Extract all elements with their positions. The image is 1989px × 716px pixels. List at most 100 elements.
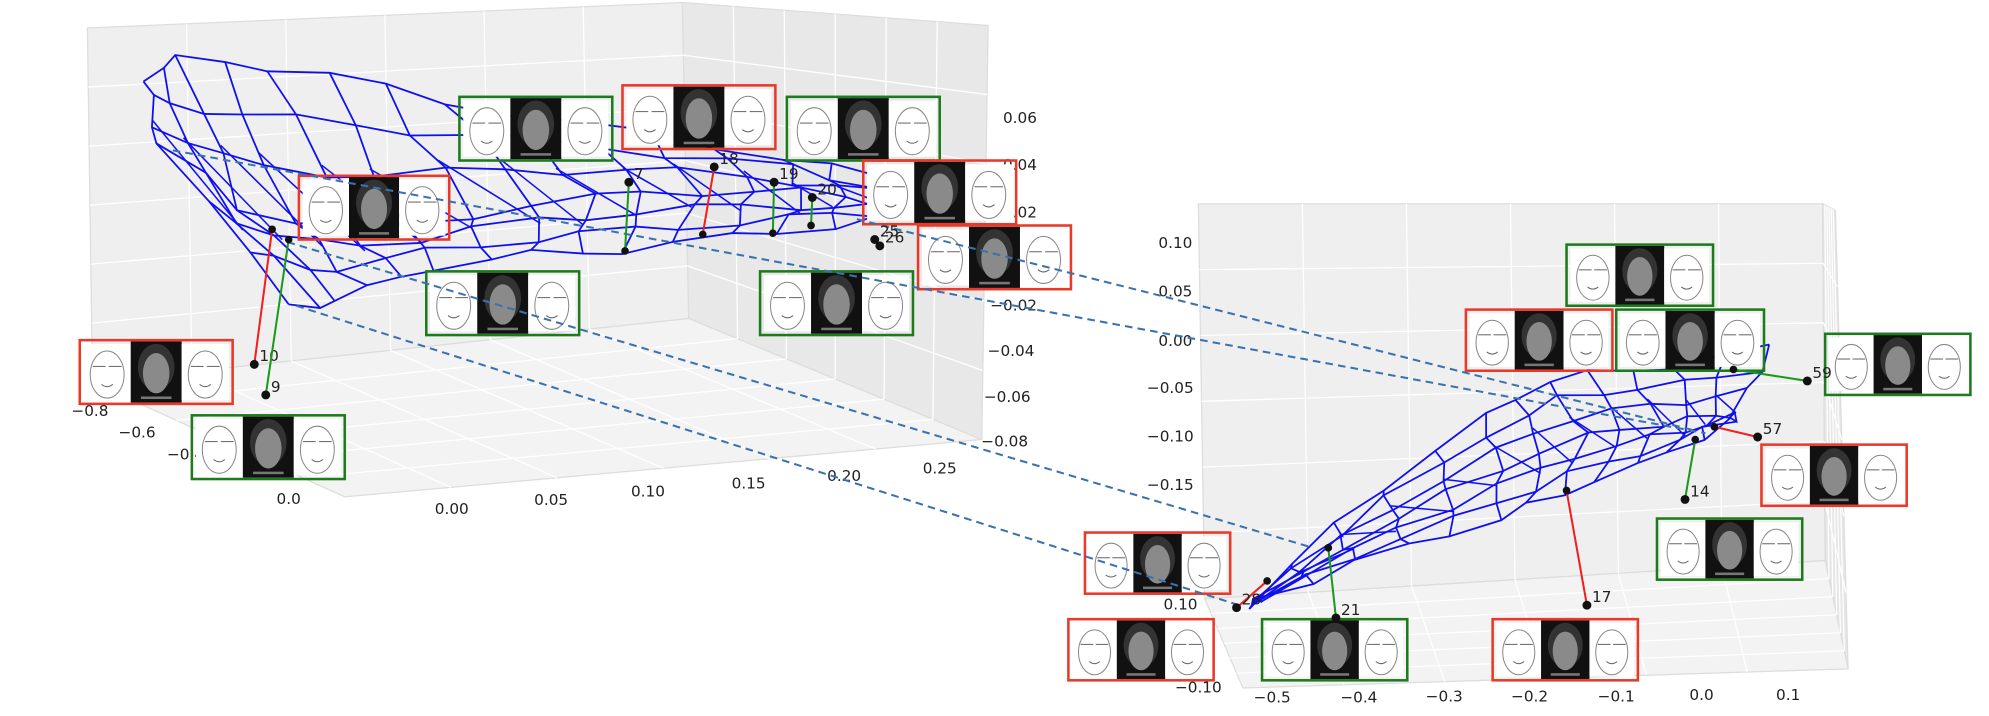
sketch-bg: [463, 100, 511, 157]
face-frame: [425, 270, 581, 337]
sketch-mouth: [199, 383, 212, 388]
sketch-mouth: [1636, 351, 1649, 355]
sketch-bg: [1589, 622, 1635, 677]
face-photo: [130, 341, 182, 403]
face-sketch: [1765, 448, 1810, 502]
sketch-bg: [1921, 337, 1967, 392]
point: [709, 162, 719, 172]
sketch-bg: [1563, 313, 1609, 367]
sketch-outline: [1759, 528, 1793, 575]
point: [807, 193, 817, 202]
point-label: 14: [1690, 482, 1709, 500]
grid-line: [91, 265, 688, 324]
stem: [1684, 439, 1697, 500]
sketch-bg: [1714, 313, 1761, 367]
photo-caption: [979, 281, 1010, 285]
point-label: 9: [271, 378, 281, 396]
mesh-line: [1252, 576, 1302, 605]
sketch-mouth: [982, 204, 995, 208]
photo-face: [1526, 321, 1552, 361]
point: [1232, 603, 1242, 613]
mesh-line: [622, 167, 692, 208]
sketch-bg: [1088, 536, 1134, 590]
sketch-bg: [1019, 229, 1068, 286]
mesh-point: [1263, 577, 1271, 585]
tick-label: −0.10: [1175, 678, 1222, 696]
mesh-line: [1382, 490, 1410, 545]
mesh-line: [1701, 353, 1727, 441]
tick-label: 0.10: [1158, 234, 1192, 252]
face-sketch: [790, 100, 838, 157]
mesh-line: [1333, 522, 1357, 561]
sketch-bg: [724, 89, 772, 146]
stem: [810, 197, 814, 226]
photo-face: [850, 109, 877, 151]
face-frame: [916, 224, 1073, 291]
mesh-line: [1390, 505, 1455, 513]
sketch-mouth: [1198, 574, 1210, 578]
sketch-outline: [1670, 254, 1704, 301]
sketch-mouth: [1770, 560, 1782, 564]
face-photo: [837, 98, 889, 160]
tick-label: 0.0: [1689, 686, 1713, 704]
point: [1680, 494, 1690, 504]
sketch-outline: [534, 281, 570, 330]
sketch-mouth: [1606, 661, 1618, 665]
face-sketch: [430, 275, 478, 332]
photo-face: [142, 353, 170, 394]
point-label: 19: [779, 165, 798, 183]
mesh-line: [1444, 478, 1496, 487]
sketch-outline: [1569, 319, 1603, 366]
face-sketch: [1563, 313, 1609, 367]
sketch-outline: [308, 186, 344, 235]
mesh-point: [621, 247, 629, 255]
point-label: 28: [1242, 591, 1261, 609]
photo-face: [1322, 631, 1348, 671]
face-sketch: [399, 179, 446, 236]
face-photo: [477, 272, 529, 334]
mesh-point: [698, 230, 707, 239]
photo-caption: [1524, 363, 1554, 367]
face-sketch: [1072, 622, 1117, 677]
sketch-bg: [1072, 622, 1117, 677]
sketch-bg: [888, 100, 936, 157]
sketch-mouth: [1513, 661, 1525, 665]
photo-caption: [253, 471, 284, 475]
sketch-bg: [528, 275, 576, 332]
sketch-outline: [1576, 254, 1610, 301]
point-label: 59: [1812, 364, 1831, 382]
face-sketch: [1664, 248, 1710, 302]
sketch-mouth: [884, 204, 897, 208]
sketch-mouth: [213, 459, 226, 463]
mesh-line: [650, 130, 704, 243]
sketch-bg: [1358, 622, 1404, 677]
mesh-line: [142, 80, 290, 305]
face-sketch: [626, 89, 674, 146]
correspondence-line: [856, 218, 1696, 432]
face-frame: [621, 84, 777, 151]
face-sketch: [561, 100, 609, 157]
point-label: 17: [1592, 588, 1611, 606]
face-frame: [758, 270, 915, 337]
sketch-mouth: [1587, 286, 1599, 290]
face-sketch: [862, 275, 910, 332]
face-photo: [673, 86, 725, 148]
point-label: 18: [719, 150, 738, 168]
sketch-outline: [1475, 319, 1509, 366]
mesh-line: [1493, 444, 1541, 474]
sketch-mouth: [1731, 351, 1744, 355]
stem: [624, 182, 630, 252]
stem: [1235, 580, 1268, 609]
sketch-bg: [399, 179, 446, 236]
sketch-bg: [1765, 448, 1810, 502]
tick-label: −0.4: [1340, 689, 1377, 707]
point: [261, 390, 271, 400]
sketch-outline: [1094, 542, 1128, 589]
sketch-mouth: [311, 459, 324, 463]
face-frame: [190, 414, 347, 481]
sketch-bg: [1570, 248, 1616, 302]
sketch-bg: [1181, 536, 1227, 590]
stem: [1327, 547, 1337, 619]
face-sketch: [181, 343, 229, 401]
sketch-outline: [873, 170, 909, 219]
